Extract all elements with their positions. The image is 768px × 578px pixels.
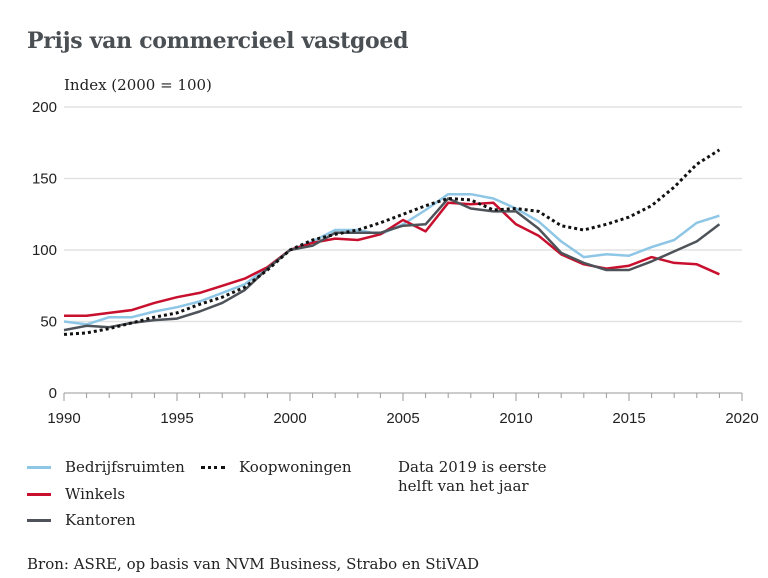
series-line-winkels — [64, 201, 720, 318]
source-note: Bron: ASRE, op basis van NVM Business, S… — [27, 555, 479, 573]
annotation-note: Data 2019 is eerste helft van het jaar — [398, 458, 547, 495]
x-tick-label: 2015 — [612, 410, 645, 427]
legend-swatch-bedrijfsruimten — [27, 465, 51, 469]
x-axis — [63, 392, 743, 401]
x-tick-label: 2010 — [499, 410, 532, 427]
legend-swatch-koopwoningen — [201, 465, 225, 469]
x-tick-label: 1990 — [47, 410, 80, 427]
legend-label: Winkels — [65, 485, 126, 503]
y-tick-label: 100 — [32, 242, 57, 259]
series-lines — [63, 148, 721, 336]
y-tick-label: 200 — [32, 99, 57, 116]
series-line-koopwoningen — [63, 148, 721, 336]
legend-item-kantoren: Kantoren — [27, 511, 136, 529]
legend-item-bedrijfsruimten: Bedrijfsruimten — [27, 458, 185, 476]
chart-title: Prijs van commercieel vastgoed — [27, 28, 409, 54]
y-axis-label: Index (2000 = 100) — [64, 76, 212, 94]
y-tick-label: 150 — [32, 171, 57, 188]
legend-swatch-kantoren — [27, 518, 51, 522]
y-tick-label: 50 — [40, 314, 57, 331]
legend-item-koopwoningen: Koopwoningen — [201, 458, 352, 476]
series-line-kantoren — [63, 197, 721, 332]
y-tick-label: 0 — [49, 385, 57, 402]
x-tick-label: 2000 — [273, 410, 306, 427]
y-axis-tick-labels: 0 50 100 150 200 — [32, 99, 57, 402]
legend-label: Koopwoningen — [239, 458, 352, 476]
series-line-bedrijfsruimten — [63, 192, 720, 326]
legend-item-winkels: Winkels — [27, 485, 125, 503]
legend-swatch-winkels — [27, 492, 51, 496]
x-tick-label: 2020 — [725, 410, 758, 427]
x-axis-tick-labels: 1990 1995 2000 2005 2010 2015 2020 — [47, 410, 758, 427]
grid-lines — [64, 106, 742, 323]
legend-label: Bedrijfsruimten — [65, 458, 185, 476]
x-tick-label: 2005 — [386, 410, 419, 427]
x-tick-label: 1995 — [160, 410, 193, 427]
legend-label: Kantoren — [65, 511, 136, 529]
